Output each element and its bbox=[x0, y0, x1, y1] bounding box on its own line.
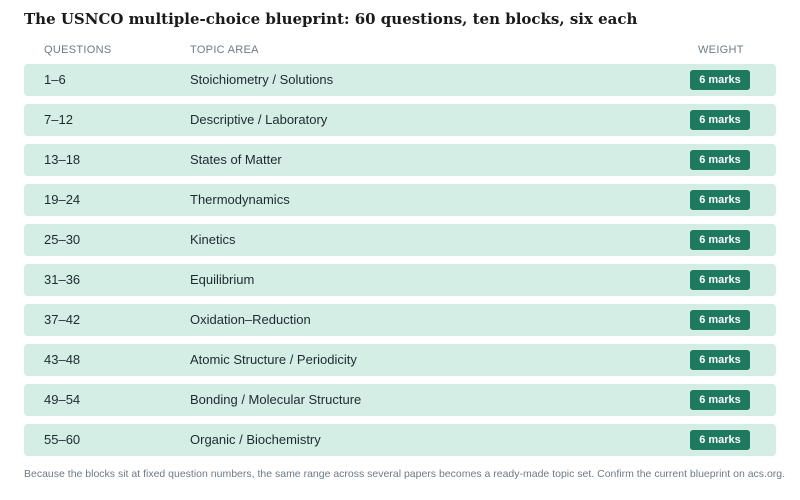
table-row: 49–54 Bonding / Molecular Structure 6 mark… bbox=[24, 384, 776, 416]
topic-area: States of Matter bbox=[190, 152, 282, 167]
topic-area: Kinetics bbox=[190, 232, 236, 247]
column-header: WEIGHT bbox=[698, 44, 744, 56]
weight-badge: 6 marks bbox=[690, 390, 750, 410]
table-row: 1–6 Stoichiometry / Solutions 6 marks bbox=[24, 64, 776, 96]
column-header: QUESTIONS bbox=[44, 44, 112, 56]
weight-badge: 6 marks bbox=[690, 230, 750, 250]
table-row: 25–30 Kinetics 6 marks bbox=[24, 224, 776, 256]
weight-badge: 6 marks bbox=[690, 430, 750, 450]
question-range: 1–6 bbox=[44, 72, 66, 87]
question-range: 19–24 bbox=[44, 192, 81, 207]
table-row: 7–12 Descriptive / Laboratory 6 marks bbox=[24, 104, 776, 136]
table-row: 19–24 Thermodynamics 6 marks bbox=[24, 184, 776, 216]
weight-badge: 6 marks bbox=[690, 190, 750, 210]
weight-badge: 6 marks bbox=[690, 350, 750, 370]
table-row: 43–48 Atomic Structure / Periodicity 6 mar… bbox=[24, 344, 776, 376]
table-row: 13–18 States of Matter 6 marks bbox=[24, 144, 776, 176]
weight-badge: 6 marks bbox=[690, 310, 750, 330]
topic-area: Atomic Structure / Periodicity bbox=[190, 352, 357, 367]
weight-badge: 6 marks bbox=[690, 110, 750, 130]
column-header: TOPIC AREA bbox=[190, 44, 259, 56]
question-range: 55–60 bbox=[44, 432, 81, 447]
topic-area: Stoichiometry / Solutions bbox=[190, 72, 334, 87]
table-row: 37–42 Oxidation–Reduction 6 marks bbox=[24, 304, 776, 336]
question-range: 37–42 bbox=[44, 312, 81, 327]
topic-area: Oxidation–Reduction bbox=[190, 312, 311, 327]
weight-badge: 6 marks bbox=[690, 270, 750, 290]
table-row: 55–60 Organic / Biochemistry 6 marks bbox=[24, 424, 776, 456]
weight-badge: 6 marks bbox=[690, 150, 750, 170]
table-row: 31–36 Equilibrium 6 marks bbox=[24, 264, 776, 296]
title: The USNCO multiple-choice blueprint: 60 … bbox=[24, 10, 638, 28]
topic-area: Thermodynamics bbox=[190, 192, 290, 207]
question-range: 13–18 bbox=[44, 152, 81, 167]
question-range: 31–36 bbox=[44, 272, 81, 287]
question-range: 43–48 bbox=[44, 352, 81, 367]
footnote: Because the blocks sit at fixed question… bbox=[24, 468, 786, 480]
weight-badge: 6 marks bbox=[690, 70, 750, 90]
topic-area: Descriptive / Laboratory bbox=[190, 112, 328, 127]
question-range: 7–12 bbox=[44, 112, 73, 127]
topic-area: Organic / Biochemistry bbox=[190, 432, 321, 447]
topic-area: Bonding / Molecular Structure bbox=[190, 392, 362, 407]
topic-area: Equilibrium bbox=[190, 272, 255, 287]
question-range: 25–30 bbox=[44, 232, 81, 247]
question-range: 49–54 bbox=[44, 392, 81, 407]
